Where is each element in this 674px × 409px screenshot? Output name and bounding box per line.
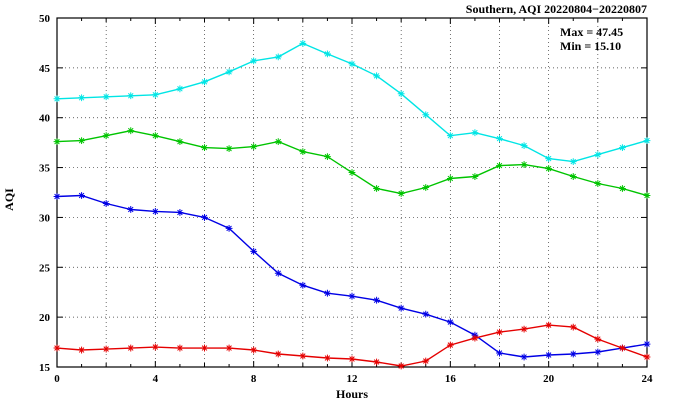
green-series-line <box>56 129 648 197</box>
max-min-annotation: Max = 47.45 Min = 15.10 <box>560 25 623 53</box>
green-series-markers <box>53 127 651 199</box>
y-tick-label: 15 <box>39 362 51 374</box>
x-axis-label: Hours <box>335 387 368 401</box>
x-tick-label: 16 <box>445 373 457 385</box>
y-tick-label: 20 <box>39 312 51 324</box>
y-tick-label: 30 <box>39 212 51 224</box>
min-annotation: Min = 15.10 <box>560 39 622 53</box>
y-tick-label: 35 <box>39 163 51 175</box>
red-series-markers <box>53 321 651 370</box>
x-tick-label: 4 <box>153 373 159 385</box>
y-tick-label: 40 <box>39 113 51 125</box>
x-tick-label: 20 <box>543 373 555 385</box>
max-annotation: Max = 47.45 <box>560 25 624 39</box>
chart-title: Southern, AQI 20220804−20220807 <box>465 2 647 16</box>
x-tick-label: 8 <box>251 373 257 385</box>
cyan-series-markers <box>53 40 651 165</box>
y-tick-label: 25 <box>39 262 51 274</box>
x-tick-label: 24 <box>642 373 654 385</box>
blue-series-markers <box>53 192 651 361</box>
y-tick-label: 45 <box>39 63 51 75</box>
y-axis-label: AQI <box>1 188 16 211</box>
x-tick-label: 0 <box>54 373 60 385</box>
y-tick-label: 50 <box>39 13 51 25</box>
x-tick-label: 12 <box>347 373 359 385</box>
blue-series-line <box>56 194 648 358</box>
